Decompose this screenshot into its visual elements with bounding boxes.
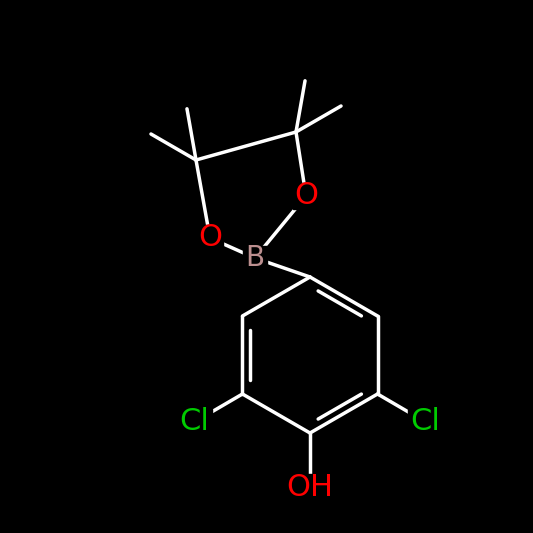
Text: O: O [198,223,222,253]
Bar [243,246,267,270]
Bar [293,183,319,209]
Text: Cl: Cl [180,408,209,437]
Text: Cl: Cl [410,408,440,437]
Bar [197,225,223,251]
Text: B: B [245,244,264,272]
Bar [287,474,333,502]
Bar [408,409,443,435]
Bar [176,409,213,435]
Text: OH: OH [287,473,334,503]
Text: O: O [294,182,318,211]
